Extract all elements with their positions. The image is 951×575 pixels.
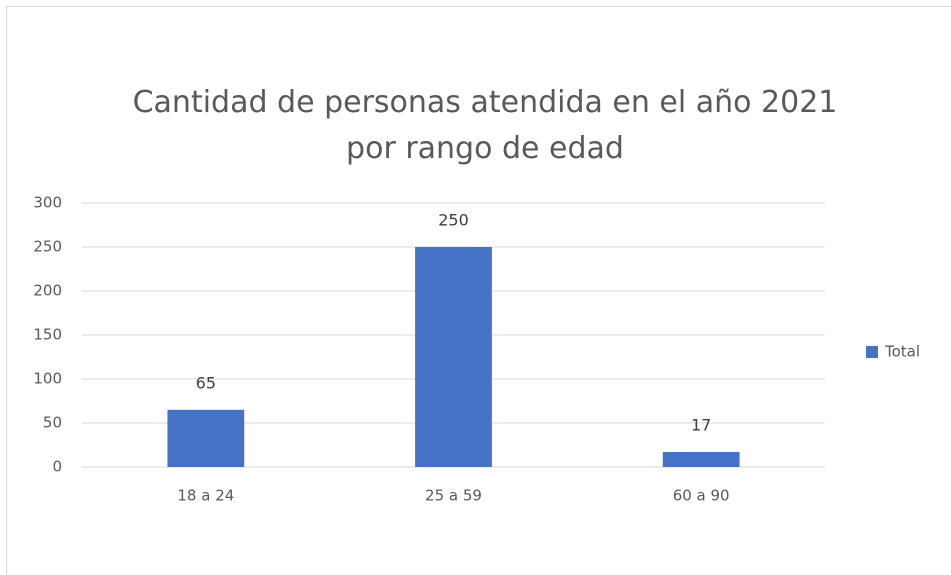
y-tick-label: 100 [33, 370, 62, 388]
data-label: 65 [196, 373, 216, 392]
legend-label: Total [884, 343, 920, 361]
x-tick-label: 60 a 90 [673, 487, 730, 505]
y-tick-label: 250 [33, 238, 62, 256]
y-tick-label: 50 [43, 414, 62, 432]
chart-border [6, 6, 951, 575]
legend-swatch [866, 346, 878, 358]
y-tick-label: 150 [33, 326, 62, 344]
x-tick-label: 25 a 59 [425, 487, 482, 505]
x-tick-label: 18 a 24 [177, 487, 234, 505]
bar [662, 452, 740, 467]
bar [415, 247, 492, 467]
y-tick-label: 300 [33, 194, 62, 212]
data-label: 17 [691, 416, 711, 435]
y-tick-label: 200 [33, 282, 62, 300]
chart-title: Cantidad de personas atendida en el año … [132, 85, 838, 166]
bar [167, 409, 245, 467]
y-tick-label: 0 [52, 458, 62, 476]
data-label: 250 [438, 211, 469, 230]
